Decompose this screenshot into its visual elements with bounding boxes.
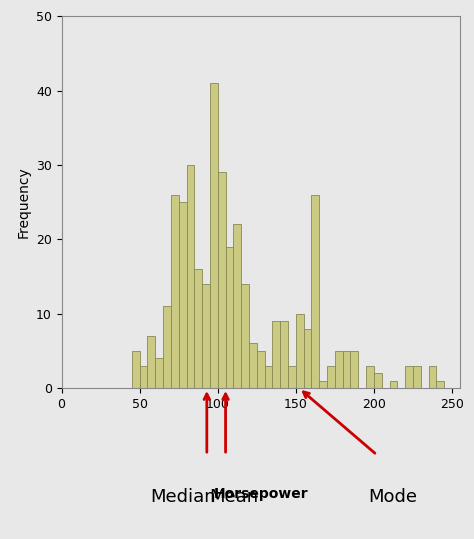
Text: Median: Median	[150, 488, 216, 507]
Text: Mode: Mode	[368, 488, 418, 507]
Bar	[257, 351, 264, 388]
Bar	[273, 321, 280, 388]
Bar	[194, 269, 202, 388]
Bar	[187, 165, 194, 388]
Bar	[147, 336, 155, 388]
Bar	[179, 202, 187, 388]
Bar	[171, 195, 179, 388]
X-axis label: Horsepower: Horsepower	[213, 487, 308, 501]
Bar	[413, 366, 421, 388]
Bar	[319, 381, 327, 388]
Bar	[132, 351, 140, 388]
Bar	[390, 381, 397, 388]
Bar	[304, 329, 311, 388]
Bar	[288, 366, 296, 388]
Bar	[405, 366, 413, 388]
Bar	[210, 83, 218, 388]
Bar	[437, 381, 444, 388]
Bar	[366, 366, 374, 388]
Bar	[327, 366, 335, 388]
Bar	[311, 195, 319, 388]
Bar	[249, 343, 257, 388]
Bar	[335, 351, 343, 388]
Bar	[202, 284, 210, 388]
Bar	[264, 366, 273, 388]
Text: Mean: Mean	[209, 488, 258, 507]
Bar	[428, 366, 437, 388]
Bar	[218, 172, 226, 388]
Bar	[163, 306, 171, 388]
Bar	[241, 284, 249, 388]
Bar	[280, 321, 288, 388]
Y-axis label: Frequency: Frequency	[16, 166, 30, 238]
Bar	[155, 358, 163, 388]
Bar	[343, 351, 350, 388]
Bar	[350, 351, 358, 388]
Bar	[374, 373, 382, 388]
Bar	[233, 224, 241, 388]
Bar	[296, 314, 304, 388]
Bar	[140, 366, 147, 388]
Bar	[226, 247, 233, 388]
